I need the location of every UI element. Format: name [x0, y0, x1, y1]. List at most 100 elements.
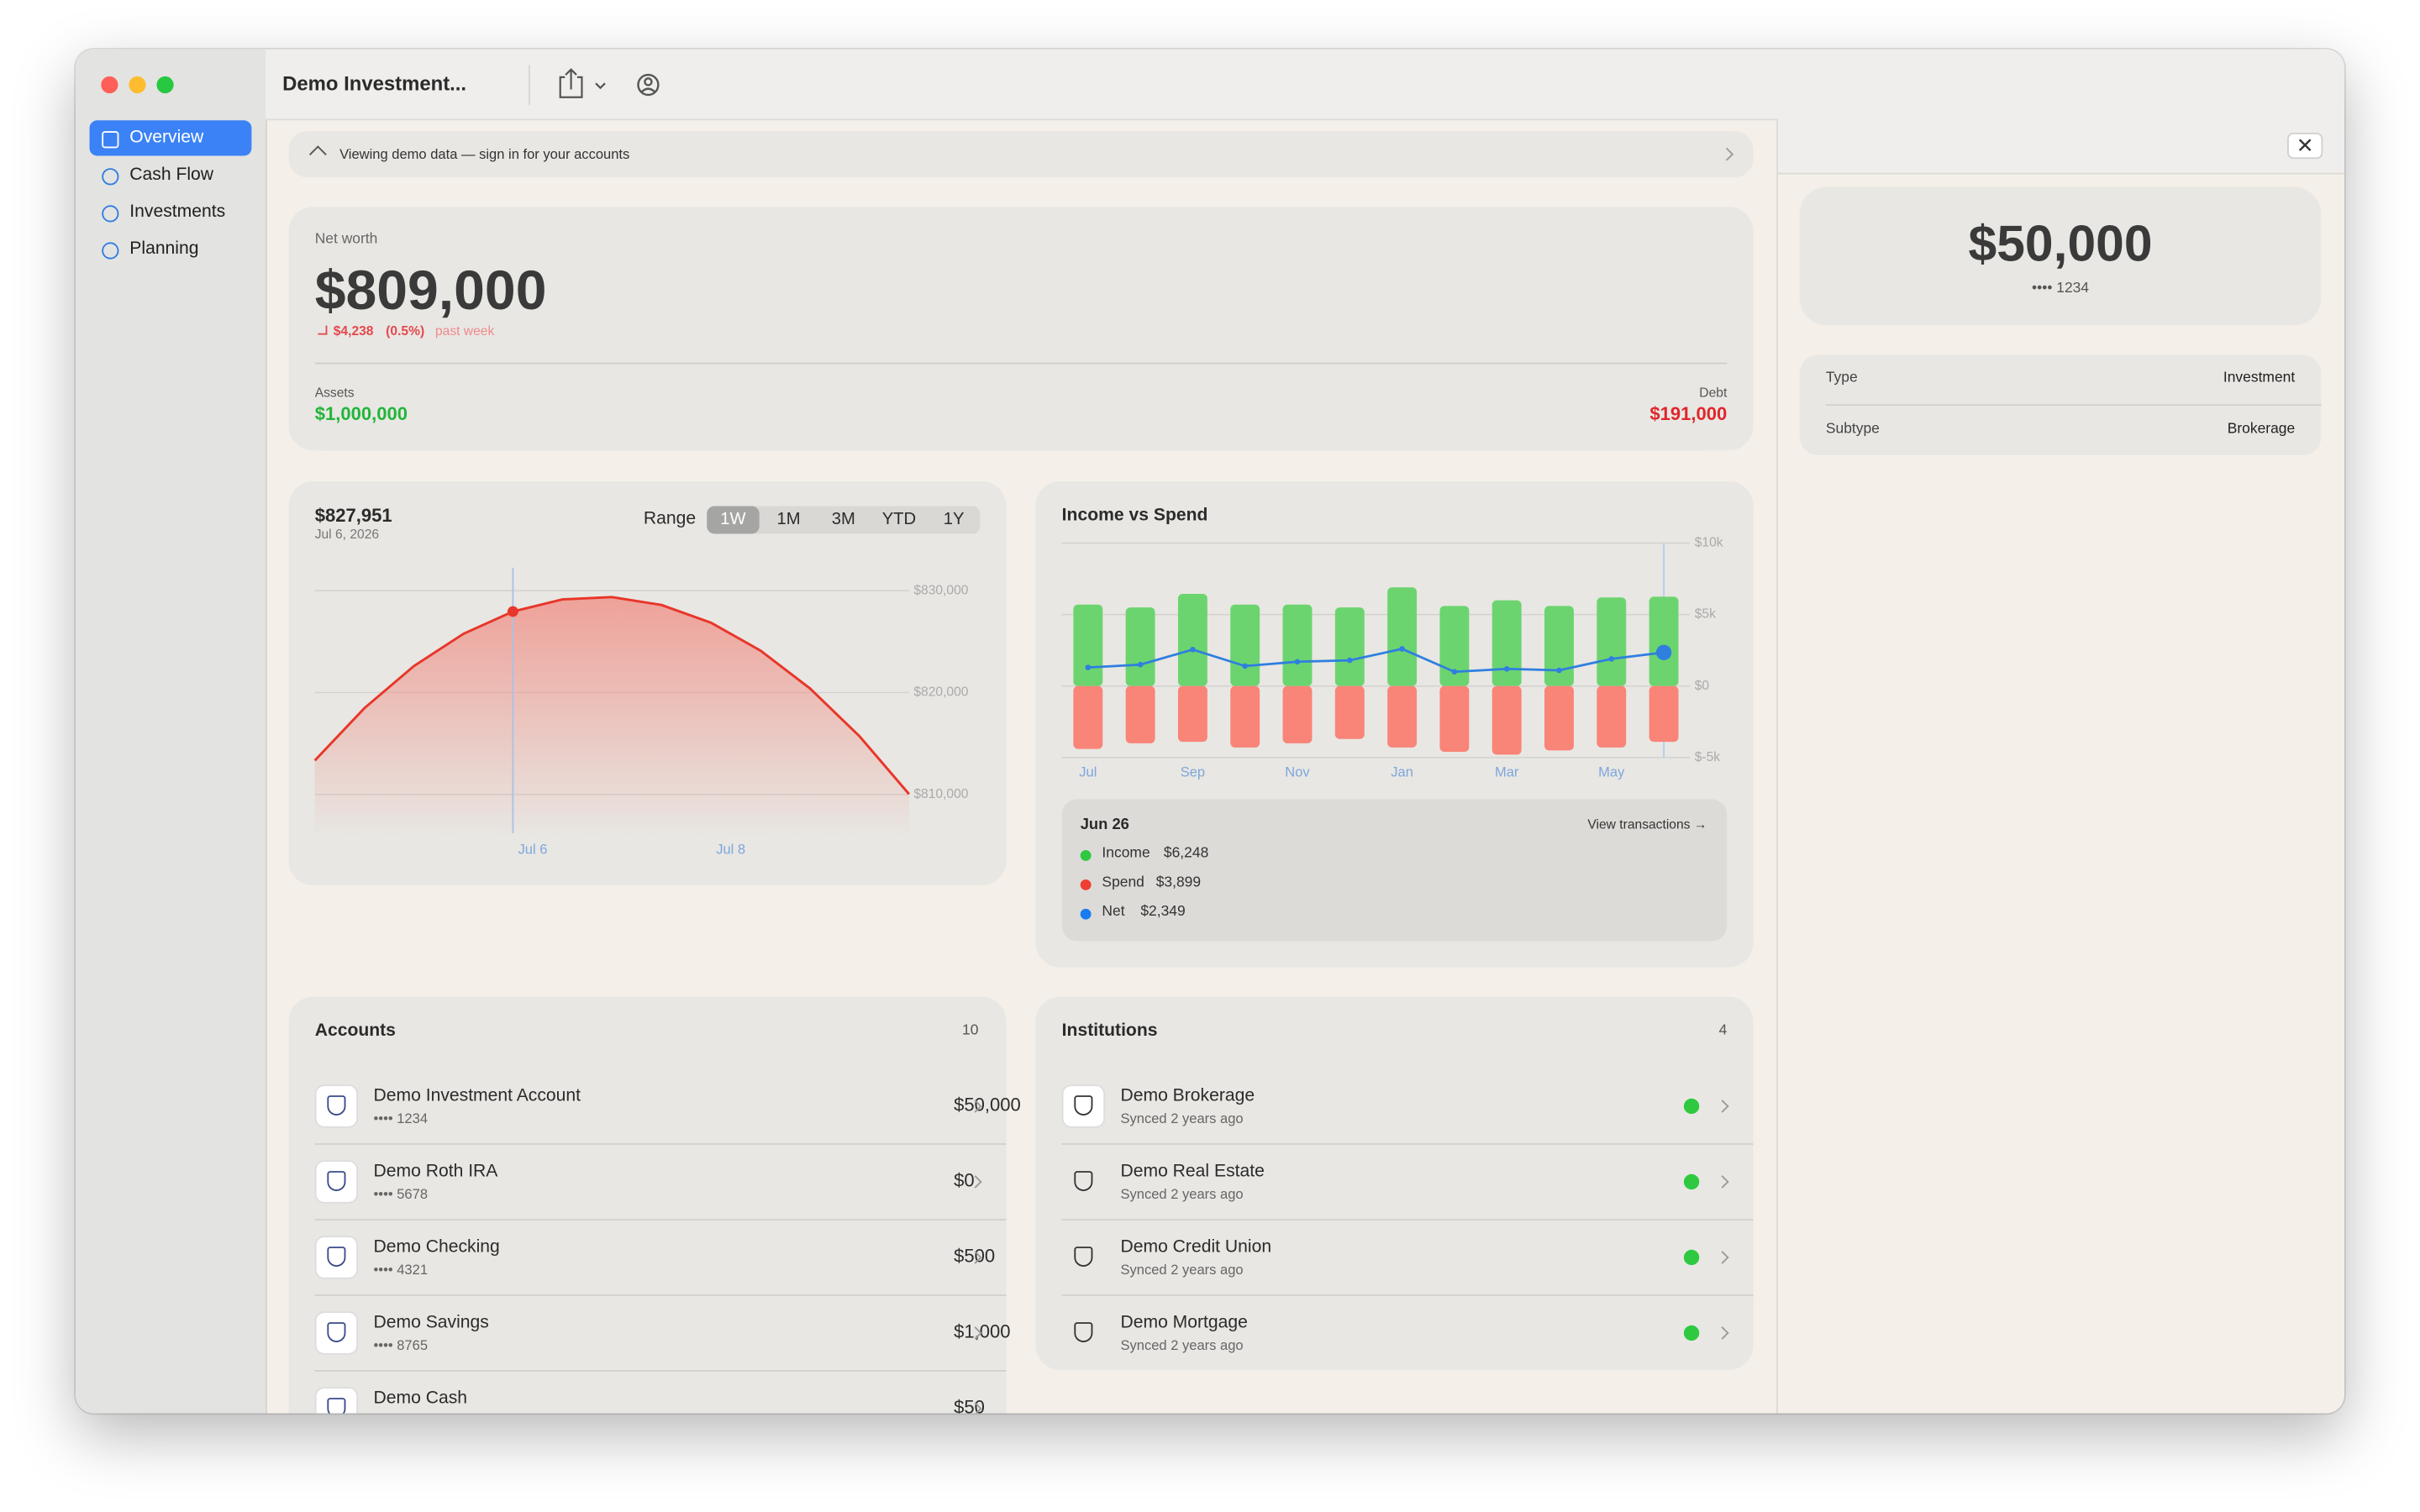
bar — [1125, 607, 1155, 686]
row-divider — [314, 1294, 1007, 1296]
period: past week — [434, 323, 495, 339]
range-option[interactable]: YTD — [881, 510, 917, 529]
legend-name: Spend — [1102, 874, 1144, 891]
icons — [101, 65, 2312, 151]
range-option[interactable]: 3M — [831, 510, 855, 529]
close-x[interactable] — [2298, 139, 2312, 151]
bar — [1439, 685, 1470, 753]
account-mask: •••• 8765 — [373, 1337, 429, 1353]
sync-check — [1683, 1325, 1700, 1341]
institution-name[interactable]: Demo Real Estate — [1120, 1162, 1265, 1181]
row-divider — [314, 1370, 1007, 1372]
section-title: Institutions — [1061, 1021, 1158, 1041]
sidebar-item[interactable]: Planning — [129, 239, 199, 259]
chart-title: Income vs Spend — [1061, 507, 1208, 526]
row-divider — [1061, 1294, 1754, 1296]
account-amount: $1,000 — [954, 1320, 1011, 1343]
account-amount: $50 — [954, 1396, 985, 1414]
legend-value: $3,899 — [1155, 874, 1202, 891]
sidebar — [76, 49, 267, 1414]
bar — [1073, 604, 1103, 686]
bar — [1230, 685, 1260, 748]
row-divider — [1061, 1143, 1754, 1145]
tooltip-link[interactable]: View transactions → — [1587, 816, 1707, 832]
point — [1137, 661, 1144, 668]
account-logo — [314, 1236, 359, 1279]
detail-value: Investment — [2223, 369, 2296, 387]
sync-check — [1683, 1098, 1700, 1115]
banner[interactable] — [288, 131, 1754, 178]
sidebar-icon — [102, 205, 119, 223]
bar — [1125, 685, 1155, 743]
row-divider — [314, 1219, 1007, 1221]
x-tick-label: Jan — [1391, 764, 1413, 780]
account-name[interactable]: Demo Savings — [373, 1313, 489, 1332]
line — [313, 596, 910, 795]
institution-name[interactable]: Demo Brokerage — [1120, 1086, 1255, 1105]
close-light[interactable] — [101, 76, 118, 94]
institution-name[interactable]: Demo Credit Union — [1120, 1237, 1272, 1257]
account-name[interactable]: Demo Checking — [373, 1237, 500, 1257]
accounts-card — [288, 996, 1007, 1414]
bar — [1334, 685, 1365, 739]
profile-icon[interactable] — [637, 73, 660, 97]
bar — [1230, 604, 1260, 686]
account-name[interactable]: Demo Investment Account — [373, 1086, 581, 1105]
debt-value: $191,000 — [1649, 402, 1728, 425]
balance-value: $827,951 — [314, 504, 392, 527]
count: 10 — [962, 1021, 979, 1040]
logo-mark — [1074, 1171, 1093, 1191]
zoom-light[interactable] — [156, 76, 174, 94]
minimize-light[interactable] — [129, 76, 146, 94]
change: $4,238 — [333, 323, 374, 339]
bar — [1282, 685, 1313, 743]
range-option[interactable]: 1Y — [943, 510, 965, 529]
logo-mark — [1074, 1247, 1093, 1267]
legend-name: Income — [1102, 844, 1150, 862]
y-tick-label: $-5k — [1695, 750, 1721, 764]
institution-status: Synced 2 years ago — [1120, 1337, 1244, 1353]
share-icon[interactable] — [559, 68, 606, 98]
legend-dot — [1080, 849, 1092, 860]
balance-date: Jul 6, 2026 — [314, 526, 380, 542]
point — [1608, 656, 1615, 662]
institutions-card — [1035, 996, 1754, 1371]
account-logo — [314, 1311, 359, 1355]
point — [1451, 669, 1458, 675]
window-content: Overview Cash Flow Investments Planning Demo… — [76, 49, 2345, 1414]
point — [1503, 666, 1510, 672]
detail-label: Subtype — [1825, 420, 1880, 438]
institution-name[interactable]: Demo Mortgage — [1120, 1313, 1248, 1332]
account-amount: $0 — [954, 1169, 975, 1192]
account-amount: $500 — [954, 1245, 996, 1268]
sidebar-icon — [102, 242, 119, 260]
bar — [1597, 685, 1627, 748]
net-worth-value: $809,000 — [314, 258, 547, 322]
account-logo — [314, 1084, 359, 1128]
detail-value: Brokerage — [2227, 420, 2296, 438]
assets-value: $1,000,000 — [314, 402, 408, 425]
detail-topbar — [1777, 118, 2345, 175]
sidebar-item[interactable]: Cash Flow — [129, 165, 214, 185]
toolbar — [265, 49, 2345, 121]
point — [1346, 657, 1353, 664]
bar — [1334, 607, 1365, 686]
account-mask: •••• 4321 — [373, 1262, 429, 1278]
account-name[interactable]: Demo Roth IRA — [373, 1162, 498, 1181]
account-name[interactable]: Demo Cash — [373, 1389, 468, 1408]
bar — [1491, 685, 1522, 755]
institution-status: Synced 2 years ago — [1120, 1186, 1244, 1202]
sidebar-icon — [102, 168, 119, 186]
label: Assets — [314, 384, 355, 400]
sidebar-item[interactable]: Investments — [129, 202, 226, 222]
range-selected[interactable] — [707, 506, 760, 534]
range-option[interactable]: 1W — [720, 510, 746, 529]
legend-value: $6,248 — [1163, 844, 1209, 862]
range-option[interactable]: 1M — [776, 510, 801, 529]
bar — [1387, 685, 1418, 748]
x-tick-label: Jul — [1079, 764, 1097, 780]
sidebar-selection[interactable] — [89, 120, 252, 156]
line — [1087, 648, 1665, 674]
sidebar-item[interactable]: Overview — [129, 129, 204, 148]
